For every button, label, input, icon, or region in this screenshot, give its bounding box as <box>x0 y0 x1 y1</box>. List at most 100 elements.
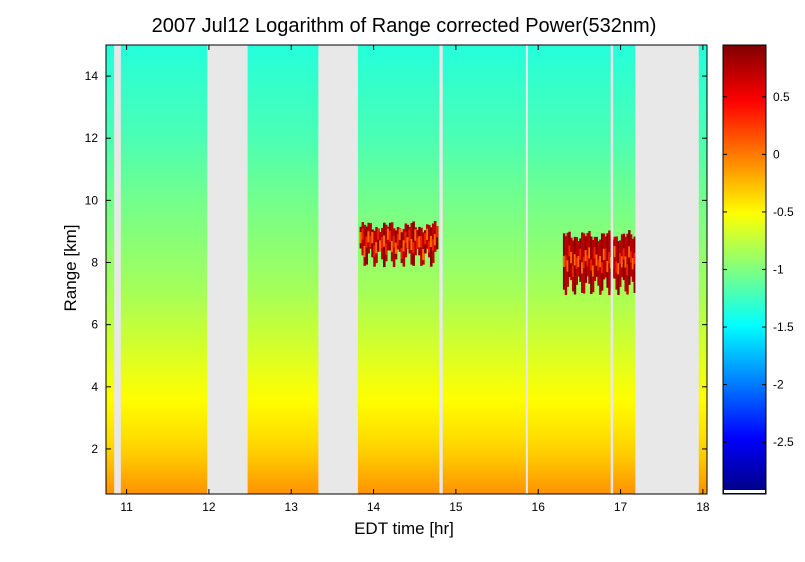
colorbar-tick-label: -1.5 <box>773 320 794 334</box>
cloud-core <box>633 253 636 265</box>
cloud-segment <box>613 236 617 279</box>
cloud-core <box>622 248 626 260</box>
colorbar-tick-label: 0 <box>773 147 780 161</box>
no-data-gap <box>635 45 699 494</box>
colorbar-tick-label: 0.5 <box>773 90 790 104</box>
cloud-core <box>624 256 627 268</box>
cloud-core <box>584 250 588 262</box>
cloud-core <box>631 258 635 270</box>
y-tick-label: 4 <box>91 380 98 394</box>
colorbar: 0.5 0 -0.5 -1 -1.5 -2 -2.5 <box>722 44 794 495</box>
cloud-core <box>422 248 425 261</box>
cloud-core <box>582 256 586 269</box>
cloud-core <box>359 232 363 244</box>
y-tick-label: 8 <box>91 256 98 270</box>
cloud-core <box>608 252 611 264</box>
colorbar-tick-label: -1 <box>773 263 784 277</box>
x-tick-label: 16 <box>532 500 546 514</box>
cloud-segment <box>392 228 396 268</box>
cloud-segment <box>599 239 602 295</box>
cloud-core <box>628 246 631 258</box>
cloud-core <box>418 236 421 248</box>
cloud-core <box>597 259 600 271</box>
cloud-core <box>606 260 609 273</box>
cloud-core <box>410 238 413 251</box>
cloud-core <box>588 247 591 259</box>
cloud-core <box>406 237 410 249</box>
x-tick-label: 17 <box>614 500 628 514</box>
y-axis-label: Range [km] <box>61 225 80 312</box>
y-tick-label: 12 <box>85 131 99 145</box>
cloud-segment <box>363 224 367 266</box>
colorbar-tick-label: -0.5 <box>773 205 794 219</box>
cloud-segment <box>400 232 404 264</box>
cloud-layer <box>359 220 439 268</box>
colorbar-gradient <box>723 45 766 494</box>
cloud-core <box>392 236 396 248</box>
cloud-core <box>361 228 365 240</box>
x-tick-label: 11 <box>120 500 133 514</box>
cloud-core <box>599 255 602 268</box>
cloud-core <box>613 245 617 258</box>
cloud-segment <box>371 229 374 258</box>
cloud-core <box>402 240 406 252</box>
cloud-segment <box>428 224 431 258</box>
cloud-core <box>620 256 624 268</box>
cloud-core <box>384 243 388 255</box>
cloud-core <box>586 255 589 267</box>
cloud-core <box>626 264 629 276</box>
colorbar-tick-label: -2.5 <box>773 435 794 449</box>
cloud-core <box>381 237 384 249</box>
cloud-core <box>412 242 415 254</box>
cloud-core <box>420 236 423 248</box>
cloud-core <box>604 248 607 260</box>
cloud-core <box>394 242 398 254</box>
cloud-core <box>581 262 584 274</box>
cloud-core <box>435 226 439 238</box>
no-data-gap <box>207 45 248 494</box>
cloud-segment <box>579 238 582 282</box>
cloud-core <box>390 241 394 253</box>
cloud-core <box>363 245 367 258</box>
cloud-core <box>414 229 417 241</box>
cloud-segment <box>633 236 636 293</box>
cloud-core <box>566 260 569 272</box>
cloud-core <box>433 234 437 246</box>
x-tick-label: 15 <box>449 500 463 514</box>
y-tick-label: 10 <box>85 193 99 207</box>
cloud-core <box>377 228 380 240</box>
cloud-segment <box>377 228 380 252</box>
cloud-core <box>404 231 408 243</box>
cloud-core <box>371 231 374 244</box>
no-data-gap <box>114 45 121 494</box>
heatmap-plot <box>106 45 707 494</box>
cloud-segment <box>398 228 402 252</box>
cloud-core <box>383 235 386 247</box>
cloud-core <box>629 251 633 263</box>
cloud-core <box>577 255 580 268</box>
cloud-core <box>617 263 620 275</box>
cloud-core <box>388 230 392 242</box>
cloud-core <box>426 228 429 241</box>
cloud-core <box>590 259 593 271</box>
cloud-core <box>367 231 370 243</box>
cloud-core <box>400 247 404 259</box>
cloud-segment <box>606 233 609 288</box>
cloud-core <box>379 240 382 252</box>
cloud-segment <box>600 233 604 291</box>
cloud-segment <box>566 232 569 287</box>
cloud-core <box>619 252 622 265</box>
no-data-gap <box>525 45 528 494</box>
cloud-core <box>615 261 618 273</box>
y-tick-label: 14 <box>85 69 99 83</box>
cloud-core <box>591 265 595 277</box>
no-data-gap <box>318 45 358 494</box>
cloud-core <box>593 247 597 259</box>
cloud-segment <box>414 227 417 256</box>
no-data-gap <box>439 45 443 494</box>
x-axis: 11 12 13 14 15 16 17 18 <box>120 45 710 514</box>
cloud-core <box>396 234 400 246</box>
cloud-core <box>408 229 412 241</box>
no-data-gap <box>610 45 614 494</box>
